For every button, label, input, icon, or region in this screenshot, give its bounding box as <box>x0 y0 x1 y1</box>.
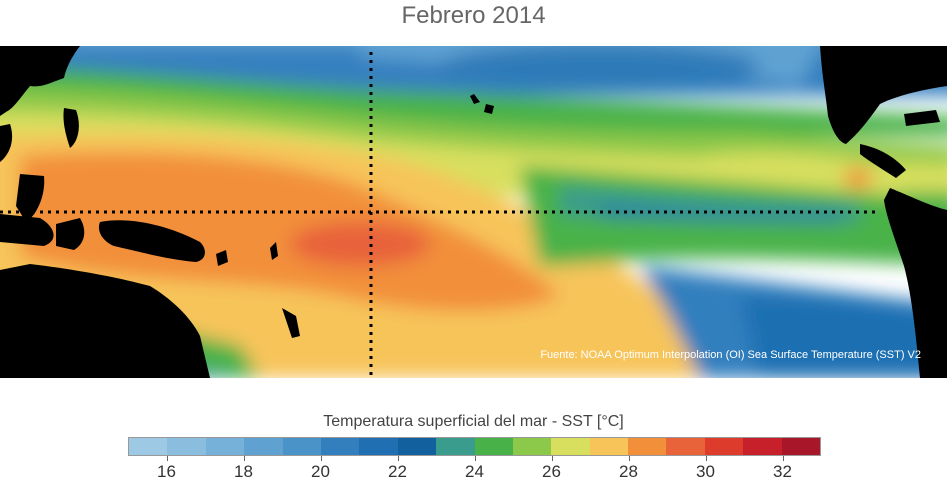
colorbar-segment <box>359 438 398 455</box>
colorbar-segment <box>551 438 590 455</box>
colorbar-segment <box>666 438 705 455</box>
colorbar-ticks: 16 18 20 22 24 26 28 30 32 <box>128 456 821 481</box>
colorbar-tick-label: 32 <box>773 462 792 481</box>
land-new-caledonia <box>282 308 300 338</box>
land-australia <box>0 264 210 378</box>
colorbar-segment <box>589 438 629 455</box>
colorbar-tick-mark <box>474 456 476 461</box>
land-north-america <box>820 46 947 144</box>
colorbar-segment <box>205 438 245 455</box>
source-credit: Fuente: NOAA Optimum Interpolation (OI) … <box>540 349 921 361</box>
land-central-america <box>860 144 906 178</box>
land-asia-north <box>0 46 80 116</box>
sst-band-equatorial-deep <box>600 206 840 222</box>
colorbar-segment <box>781 438 821 455</box>
colorbar <box>128 437 821 456</box>
colorbar-segment <box>512 438 552 455</box>
colorbar-segment <box>474 438 513 455</box>
chart-title: Febrero 2014 <box>401 2 546 29</box>
colorbar-tick-label: 28 <box>619 462 638 481</box>
colorbar-tick-mark <box>628 456 630 461</box>
colorbar-segment <box>397 438 437 455</box>
colorbar-tick-label: 20 <box>311 462 330 481</box>
land-taiwan-region <box>0 124 13 162</box>
colorbar-tick-mark <box>397 456 399 461</box>
colorbar-tick-label: 30 <box>696 462 715 481</box>
land-hawaii-2 <box>484 104 494 114</box>
colorbar-segment <box>244 438 283 455</box>
sst-map <box>0 46 947 378</box>
colorbar-segment <box>282 438 321 455</box>
sst-band-panama-warm <box>844 168 872 188</box>
land-japan-south <box>63 108 79 148</box>
colorbar-segment <box>436 438 475 455</box>
land-solomon <box>216 250 228 266</box>
sst-band-north-deep <box>440 46 760 88</box>
land-hawaii-1 <box>470 94 480 104</box>
colorbar-tick-mark <box>166 456 168 461</box>
sst-band-hotspot <box>290 222 430 266</box>
land-sulawesi <box>56 218 85 250</box>
colorbar-tick-label: 22 <box>388 462 407 481</box>
colorbar-segment <box>167 438 206 455</box>
land-new-guinea <box>98 220 205 262</box>
colorbar-tick-mark <box>320 456 322 461</box>
colorbar-segment <box>704 438 744 455</box>
colorbar-tick-label: 24 <box>465 462 484 481</box>
colorbar-tick-label: 26 <box>542 462 561 481</box>
colorbar-tick-mark <box>705 456 707 461</box>
colorbar-segment <box>743 438 782 455</box>
sst-band-warm-pool <box>20 152 560 311</box>
land-vanuatu <box>270 242 278 260</box>
land-south-america <box>884 188 947 378</box>
colorbar-tick-mark <box>551 456 553 461</box>
land-philippines <box>16 174 45 222</box>
colorbar-tick-label: 16 <box>157 462 176 481</box>
land <box>0 46 947 378</box>
colorbar-title: Temperatura superficial del mar - SST [°… <box>323 413 624 430</box>
colorbar-tick-mark <box>782 456 784 461</box>
land-borneo <box>0 214 54 246</box>
colorbar-segment <box>320 438 360 455</box>
colorbar-tick-label: 18 <box>234 462 253 481</box>
colorbar-tick-mark <box>243 456 245 461</box>
colorbar-segment <box>628 438 667 455</box>
colorbar-segment <box>129 438 168 455</box>
land-caribbean <box>904 110 940 126</box>
sst-band-southeast-deep <box>740 296 947 378</box>
